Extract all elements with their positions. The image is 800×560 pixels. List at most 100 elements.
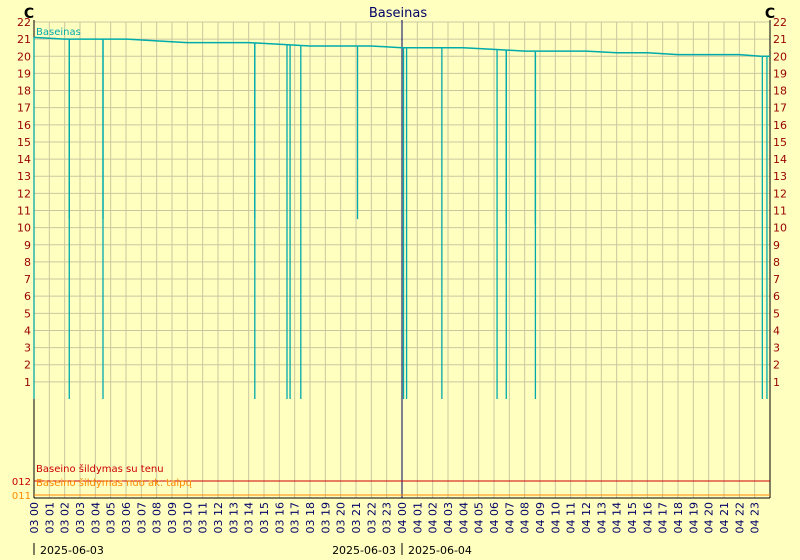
- y-tick-label-left: 16: [17, 119, 31, 132]
- y-tick-label-right: 19: [773, 67, 787, 80]
- y-tick-label-left: 7: [24, 273, 31, 286]
- x-tick-label: 04 22: [733, 502, 746, 534]
- x-tick-label: 03 19: [319, 502, 332, 534]
- x-tick-label: 03 01: [43, 502, 56, 534]
- x-tick-label: 04 10: [549, 502, 562, 534]
- y-tick-label-right: 9: [773, 239, 780, 252]
- x-tick-label: 03 22: [365, 502, 378, 534]
- x-tick-label: 03 03: [74, 502, 87, 534]
- y-tick-label-right: 5: [773, 307, 780, 320]
- x-tick-label: 04 03: [442, 502, 455, 534]
- x-tick-label: 04 05: [473, 502, 486, 534]
- x-tick-label: 03 23: [381, 502, 394, 534]
- y-tick-label-right: 7: [773, 273, 780, 286]
- y-tick-label-right: 2: [773, 359, 780, 372]
- y-tick-label-right: 13: [773, 170, 787, 183]
- y-tick-label-right: 4: [773, 324, 780, 337]
- x-tick-label: 03 06: [120, 502, 133, 534]
- y-tick-label-left: 2: [24, 359, 31, 372]
- x-tick-label: 03 16: [273, 502, 286, 534]
- y-tick-label-left: 4: [24, 324, 31, 337]
- x-tick-label: 03 12: [212, 502, 225, 534]
- series-layer: [33, 36, 770, 399]
- x-tick-label: 03 07: [135, 502, 148, 534]
- x-tick-label: 03 14: [243, 502, 256, 534]
- x-tick-label: 04 15: [626, 502, 639, 534]
- y-tick-label-left: 6: [24, 290, 31, 303]
- x-tick-label: 04 21: [718, 502, 731, 534]
- chart-title: Baseinas: [369, 6, 427, 21]
- date-label-divider-left: 2025-06-03: [332, 544, 396, 557]
- x-tick-label: 03 00: [28, 502, 41, 534]
- y-tick-label-left: 3: [24, 342, 31, 355]
- y-tick-label-right: 14: [773, 153, 787, 166]
- x-tick-label: 04 08: [519, 502, 532, 534]
- y-tick-label-left: 19: [17, 67, 31, 80]
- x-tick-label: 03 09: [166, 502, 179, 534]
- y-tick-label-left: 15: [17, 136, 31, 149]
- x-tick-label: 03 11: [197, 502, 210, 534]
- y-tick-label-left: 9: [24, 239, 31, 252]
- x-tick-label: 03 20: [335, 502, 348, 534]
- series-line: [33, 36, 770, 58]
- x-tick-label: 04 14: [611, 502, 624, 534]
- y-tick-label-right: 11: [773, 205, 787, 218]
- x-tick-label: 03 05: [105, 502, 118, 534]
- x-tick-label: 03 17: [289, 502, 302, 534]
- y-tick-label-left: 11: [17, 205, 31, 218]
- x-tick-label: 04 00: [396, 502, 409, 534]
- y-tick-label-left: 8: [24, 256, 31, 269]
- y-tick-label-left: 14: [17, 153, 31, 166]
- x-tick-label: 03 04: [89, 502, 102, 534]
- x-tick-label: 04 02: [427, 502, 440, 534]
- x-tick-label: 04 12: [580, 502, 593, 534]
- x-tick-label: 04 11: [565, 502, 578, 534]
- legend: Baseinas Baseino šildymas su tenu Baseino …: [36, 27, 192, 489]
- legend-series-label: Baseinas: [36, 27, 81, 38]
- x-tick-label: 03 08: [151, 502, 164, 534]
- y-tick-label-right: 3: [773, 342, 780, 355]
- y-tick-label-left: 13: [17, 170, 31, 183]
- y-tick-label-left: 22: [17, 16, 31, 29]
- x-tick-labels: 03 00 03 01 03 02 03 03 03 04 03 05 03 06 03 07…: [28, 502, 762, 534]
- y-tick-label-right: 16: [773, 119, 787, 132]
- x-tick-label: 04 13: [595, 502, 608, 534]
- y-tick-label-left: 18: [17, 85, 31, 98]
- legend-state-label: Baseino šildymas su tenu: [36, 463, 164, 475]
- y-tick-label-left: 10: [17, 222, 31, 235]
- x-tick-label: 04 01: [411, 502, 424, 534]
- y-tick-label-left: 1: [24, 376, 31, 389]
- x-tick-label: 04 09: [534, 502, 547, 534]
- x-tick-label: 04 16: [641, 502, 654, 534]
- y-tick-label-right: 10: [773, 222, 787, 235]
- x-tick-label: 04 04: [457, 502, 470, 534]
- x-tick-label: 03 18: [304, 502, 317, 534]
- state-axis-label: 011: [12, 491, 31, 502]
- legend-state-label: Baseino šildymas nuo ak. talpų: [36, 477, 192, 489]
- x-tick-label: 04 20: [703, 502, 716, 534]
- x-tick-label: 03 15: [258, 502, 271, 534]
- x-tick-label: 03 21: [350, 502, 363, 534]
- date-labels: 2025-06-03 2025-06-03 2025-06-04: [33, 543, 472, 557]
- date-label-start: 2025-06-03: [40, 544, 104, 557]
- y-unit-right: C: [765, 6, 775, 22]
- y-tick-label-left: 21: [17, 33, 31, 46]
- x-tick-label: 04 07: [503, 502, 516, 534]
- y-tick-label-left: 12: [17, 187, 31, 200]
- x-tick-label: 03 10: [181, 502, 194, 534]
- y-tick-label-right: 17: [773, 102, 787, 115]
- y-tick-label-right: 15: [773, 136, 787, 149]
- y-tick-label-right: 6: [773, 290, 780, 303]
- state-axis-label: 012: [12, 477, 31, 488]
- y-tick-label-right: 1: [773, 376, 780, 389]
- y-tick-label-right: 21: [773, 33, 787, 46]
- y-tick-label-right: 8: [773, 256, 780, 269]
- x-tick-label: 04 23: [749, 502, 762, 534]
- y-tick-label-right: 18: [773, 85, 787, 98]
- x-tick-label: 03 13: [227, 502, 240, 534]
- x-tick-label: 04 19: [687, 502, 700, 534]
- x-tick-label: 04 06: [488, 502, 501, 534]
